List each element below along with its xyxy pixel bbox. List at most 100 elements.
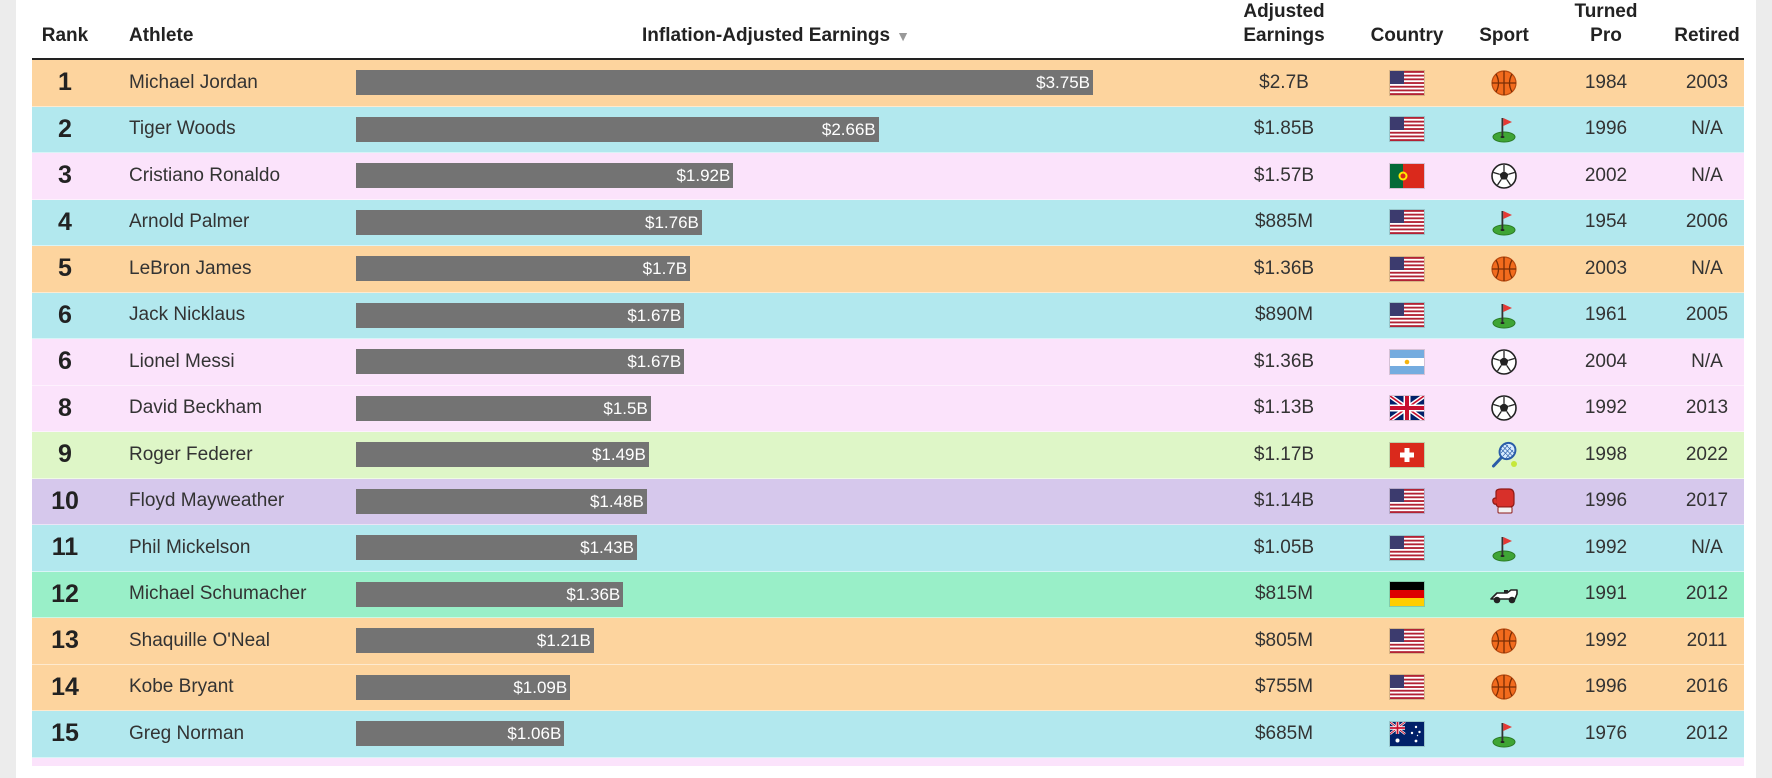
retired-year: 2022 <box>1685 443 1729 465</box>
motorsport-icon <box>1490 589 1518 604</box>
table-row[interactable]: 11 Phil Mickelson $1.43B $1.05B 1992 N/A <box>32 525 1744 572</box>
rank-cell: 1 <box>58 68 72 97</box>
earnings-bar-label: $1.7B <box>642 259 688 279</box>
flag-us-icon <box>1390 70 1424 95</box>
basketball-icon <box>1491 674 1517 700</box>
athlete-name[interactable]: Phil Mickelson <box>129 536 251 558</box>
header-sport-label: Sport <box>1479 25 1529 46</box>
earnings-bar[interactable]: $1.36B <box>356 581 624 607</box>
sport-cell <box>1474 293 1534 339</box>
header-turned-pro[interactable]: Turned Pro <box>1574 0 1638 48</box>
athlete-name[interactable]: LeBron James <box>129 257 252 279</box>
athlete-name[interactable]: Roger Federer <box>129 443 253 465</box>
table-row[interactable]: 10 Floyd Mayweather $1.48B $1.14B 1996 2017 <box>32 478 1744 525</box>
header-country[interactable]: Country <box>1369 24 1445 48</box>
adjusted-earnings: $1.14B <box>1253 490 1315 512</box>
earnings-bar[interactable]: $1.49B <box>356 442 649 468</box>
sport-cell <box>1474 665 1534 711</box>
athlete-name[interactable]: Arnold Palmer <box>129 211 250 233</box>
earnings-table: Rank Athlete Inflation-Adjusted Earnings… <box>32 0 1744 766</box>
next-row-peek <box>32 757 1744 766</box>
table-row[interactable]: 2 Tiger Woods $2.66B $1.85B 1996 N/A <box>32 106 1744 153</box>
sort-down-icon: ▼ <box>896 28 910 44</box>
earnings-bar[interactable]: $1.76B <box>356 209 702 235</box>
athlete-name[interactable]: Tiger Woods <box>129 118 236 140</box>
earnings-bar-label: $1.43B <box>580 538 635 558</box>
header-adjusted[interactable]: Adjusted Earnings <box>1224 0 1344 48</box>
header-retired[interactable]: Retired <box>1672 24 1742 48</box>
table-row[interactable]: 6 Lionel Messi $1.67B $1.36B 2004 N/A <box>32 339 1744 386</box>
athlete-name[interactable]: Cristiano Ronaldo <box>129 164 281 186</box>
retired-year: N/A <box>1691 350 1723 372</box>
rank-cell: 13 <box>51 626 79 655</box>
table-row[interactable]: 13 Shaquille O'Neal $1.21B $805M 1992 2011 <box>32 618 1744 665</box>
country-cell <box>1369 572 1445 618</box>
earnings-bar[interactable]: $1.21B <box>356 628 594 654</box>
sport-cell <box>1474 246 1534 292</box>
athlete-name[interactable]: Floyd Mayweather <box>129 490 285 512</box>
basketball-icon <box>1491 70 1517 96</box>
turned-pro-year: 2002 <box>1584 164 1628 186</box>
earnings-bar[interactable]: $1.43B <box>356 535 638 561</box>
sport-cell <box>1474 339 1534 385</box>
table-row[interactable]: 12 Michael Schumacher $1.36B $815M 1991 2012 <box>32 571 1744 618</box>
earnings-bar[interactable]: $2.66B <box>356 116 879 142</box>
header-sport[interactable]: Sport <box>1474 24 1534 48</box>
country-cell <box>1369 665 1445 711</box>
earnings-bar[interactable]: $1.5B <box>356 395 651 421</box>
turned-pro-year: 1996 <box>1584 490 1628 512</box>
earnings-bar[interactable]: $1.09B <box>356 674 571 700</box>
flag-us-icon <box>1390 117 1424 142</box>
earnings-bar-label: $1.48B <box>589 491 644 511</box>
athlete-name[interactable]: Lionel Messi <box>129 350 235 372</box>
table-row[interactable]: 8 David Beckham $1.5B $1.13B 1992 2013 <box>32 385 1744 432</box>
athlete-name[interactable]: Jack Nicklaus <box>129 304 246 326</box>
basketball-icon <box>1491 628 1517 654</box>
golf-icon <box>1492 536 1516 562</box>
header-athlete[interactable]: Athlete <box>129 24 193 48</box>
table-row[interactable]: 15 Greg Norman $1.06B $685M 1976 2012 <box>32 711 1744 758</box>
table-row[interactable]: 6 Jack Nicklaus $1.67B $890M 1961 2005 <box>32 292 1744 339</box>
country-cell <box>1369 525 1445 571</box>
earnings-bar[interactable]: $1.67B <box>356 302 685 328</box>
athlete-name[interactable]: Kobe Bryant <box>129 676 234 698</box>
earnings-bar[interactable]: $1.06B <box>356 721 565 747</box>
header-rank[interactable]: Rank <box>32 24 98 48</box>
earnings-cell: $1.76B <box>356 200 1196 246</box>
athlete-name[interactable]: Michael Jordan <box>129 71 258 93</box>
earnings-bar[interactable]: $1.92B <box>356 163 734 189</box>
earnings-bar[interactable]: $3.75B <box>356 70 1093 96</box>
flag-us-icon <box>1390 489 1424 514</box>
adjusted-earnings: $1.57B <box>1253 164 1315 186</box>
adjusted-earnings: $685M <box>1254 722 1314 744</box>
table-row[interactable]: 5 LeBron James $1.7B $1.36B 2003 N/A <box>32 246 1744 293</box>
golf-icon <box>1492 211 1516 236</box>
table-row[interactable]: 3 Cristiano Ronaldo $1.92B $1.57B 2002 N/A <box>32 153 1744 200</box>
soccer-icon <box>1491 162 1517 189</box>
boxing-icon <box>1492 488 1515 514</box>
turned-pro-year: 1976 <box>1584 722 1628 744</box>
earnings-bar[interactable]: $1.48B <box>356 488 647 514</box>
earnings-bar[interactable]: $1.67B <box>356 349 685 375</box>
table-row[interactable]: 1 Michael Jordan $3.75B $2.7B 1984 2003 <box>32 60 1744 107</box>
earnings-bar-label: $1.21B <box>536 631 591 651</box>
earnings-bar[interactable]: $1.7B <box>356 256 691 282</box>
flag-ar-icon <box>1390 349 1424 374</box>
table-row[interactable]: 14 Kobe Bryant $1.09B $755M 1996 2016 <box>32 664 1744 711</box>
sport-cell <box>1474 60 1534 106</box>
page: Rank Athlete Inflation-Adjusted Earnings… <box>16 0 1756 778</box>
athlete-name[interactable]: Greg Norman <box>129 722 245 744</box>
earnings-cell: $1.67B <box>356 293 1196 339</box>
earnings-cell: $1.43B <box>356 525 1196 571</box>
adjusted-earnings: $1.13B <box>1253 397 1315 419</box>
table-row[interactable]: 4 Arnold Palmer $1.76B $885M 1954 2006 <box>32 199 1744 246</box>
earnings-cell: $1.49B <box>356 432 1196 478</box>
athlete-name[interactable]: Michael Schumacher <box>129 583 307 605</box>
athlete-name[interactable]: David Beckham <box>129 397 263 419</box>
retired-year: N/A <box>1691 257 1723 279</box>
earnings-cell: $1.5B <box>356 386 1196 432</box>
turned-pro-year: 1992 <box>1584 629 1628 651</box>
table-row[interactable]: 9 Roger Federer $1.49B $1.17B 1998 2022 <box>32 432 1744 479</box>
athlete-name[interactable]: Shaquille O'Neal <box>129 629 270 651</box>
header-earnings[interactable]: Inflation-Adjusted Earnings ▼ <box>356 24 1196 48</box>
